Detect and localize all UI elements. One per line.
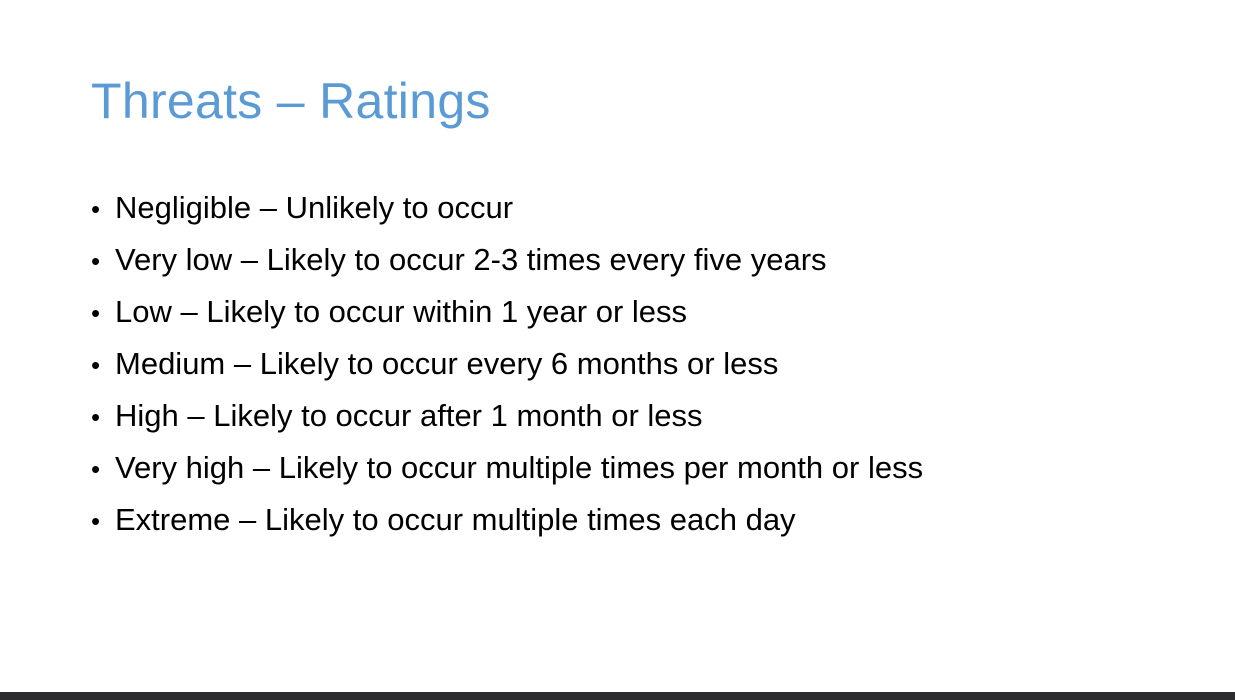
bullet-list: • Negligible – Unlikely to occur • Very …: [91, 182, 923, 546]
list-item-text: Extreme – Likely to occur multiple times…: [115, 502, 796, 537]
list-item: • Very high – Likely to occur multiple t…: [91, 442, 923, 494]
list-item: • Negligible – Unlikely to occur: [91, 182, 923, 234]
list-item: • Medium – Likely to occur every 6 month…: [91, 338, 923, 390]
bullet-icon: •: [91, 194, 101, 224]
bullet-icon: •: [91, 506, 101, 536]
bottom-bar: [0, 692, 1235, 700]
bullet-icon: •: [91, 454, 101, 484]
list-item-text: Low – Likely to occur within 1 year or l…: [115, 294, 688, 329]
bullet-icon: •: [91, 350, 101, 380]
bullet-icon: •: [91, 246, 101, 276]
list-item: • Very low – Likely to occur 2-3 times e…: [91, 234, 923, 286]
list-item-text: Very low – Likely to occur 2-3 times eve…: [115, 242, 827, 277]
list-item: • High – Likely to occur after 1 month o…: [91, 390, 923, 442]
bullet-icon: •: [91, 298, 101, 328]
slide-title: Threats – Ratings: [91, 73, 491, 129]
list-item-text: Negligible – Unlikely to occur: [115, 190, 514, 225]
list-item-text: High – Likely to occur after 1 month or …: [115, 398, 703, 433]
bullet-icon: •: [91, 402, 101, 432]
list-item-text: Medium – Likely to occur every 6 months …: [115, 346, 779, 381]
list-item: • Low – Likely to occur within 1 year or…: [91, 286, 923, 338]
list-item-text: Very high – Likely to occur multiple tim…: [115, 450, 924, 485]
list-item: • Extreme – Likely to occur multiple tim…: [91, 494, 923, 546]
